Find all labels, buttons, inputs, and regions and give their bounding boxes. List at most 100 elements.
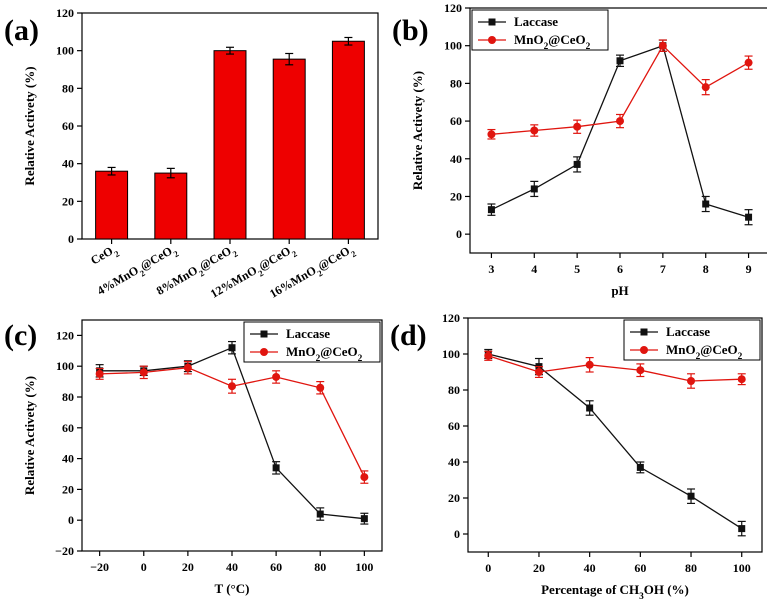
y-tick-label-d-3: 60 — [448, 419, 460, 433]
y-tick-label-a-5: 100 — [56, 44, 74, 58]
x-tick-label-d-5: 100 — [733, 561, 751, 575]
chart-panel-b: 0 20 40 60 80 100 120 Relative Activety (%) 3 4 5 6… — [392, 1, 767, 298]
y-tick-label-c-6: 100 — [56, 359, 74, 373]
x-tick-label-b-2: 5 — [574, 262, 580, 276]
x-axis-title-d: Percentage of CH3OH (%) — [541, 582, 689, 602]
x-tick-label-b-5: 8 — [703, 262, 709, 276]
y-tick-label-a-1: 20 — [62, 194, 74, 208]
data-point-c-1-2 — [183, 363, 192, 372]
chart-panel-d: 0 20 40 60 80 100 120 0 20 40 60 80 100 Percentage of… — [390, 311, 763, 602]
x-tick-label-c-2: 20 — [182, 560, 194, 574]
legend-label-c-0: Laccase — [286, 326, 330, 341]
legend-label-d-1: MnO2@CeO2 — [666, 342, 743, 362]
y-axis-title-b: Relative Activety (%) — [410, 71, 425, 190]
y-tick-label-b-5: 100 — [444, 39, 462, 53]
data-point-c-1-6 — [360, 473, 369, 482]
chart-panel-c: −20 0 20 40 60 80 100 120 Relative Activety (%) −… — [4, 319, 383, 596]
y-tick-label-d-2: 40 — [448, 455, 460, 469]
data-point-b-1-5 — [701, 83, 710, 92]
x-tick-label-d-3: 60 — [634, 561, 646, 575]
y-tick-label-a-0: 0 — [68, 232, 74, 246]
data-point-d-1-5 — [737, 375, 746, 384]
y-tick-label-a-2: 40 — [62, 157, 74, 171]
series-line-d-0 — [488, 353, 743, 530]
bar-3 — [272, 58, 306, 240]
legend-box-d — [623, 319, 761, 361]
series-line-c-0 — [99, 346, 365, 520]
data-point-c-0-6 — [360, 515, 368, 523]
x-tick-label-d-1: 20 — [533, 561, 545, 575]
data-point-b-1-1 — [530, 126, 539, 135]
legend-d: Laccase MnO2@CeO2 — [623, 319, 761, 362]
y-tick-label-a-4: 80 — [62, 81, 74, 95]
y-tick-label-c-5: 80 — [62, 390, 74, 404]
y-tick-label-d-4: 80 — [448, 383, 460, 397]
legend-marker-b-1 — [488, 36, 496, 44]
x-tick-label-d-0: 0 — [485, 561, 491, 575]
data-point-b-0-2 — [573, 160, 581, 168]
y-tick-label-b-0: 0 — [456, 227, 462, 241]
data-point-c-0-5 — [316, 510, 324, 518]
legend-marker-d-1 — [640, 346, 648, 354]
bar-1 — [154, 172, 188, 240]
legend-marker-c-1 — [260, 348, 268, 356]
data-point-c-1-1 — [139, 368, 148, 377]
plot-frame-d — [467, 317, 763, 553]
data-point-b-0-6 — [745, 213, 753, 221]
y-tick-label-b-4: 80 — [450, 76, 462, 90]
data-point-b-0-5 — [702, 200, 710, 208]
data-point-d-0-4 — [687, 492, 695, 500]
data-point-d-1-4 — [687, 377, 696, 385]
data-point-d-0-2 — [586, 404, 594, 412]
legend-b: Laccase MnO2@CeO2 — [471, 9, 609, 52]
series-line-d-1 — [488, 355, 742, 382]
data-point-b-0-1 — [530, 185, 538, 193]
x-tick-label-b-6: 9 — [746, 262, 752, 276]
data-point-c-1-5 — [316, 383, 325, 392]
y-axis-title-a: Relative Activety (%) — [22, 66, 37, 185]
legend-label-d-0: Laccase — [666, 324, 710, 339]
legend-c: Laccase MnO2@CeO2 — [243, 321, 381, 364]
x-tick-label-b-1: 4 — [531, 262, 537, 276]
data-point-b-1-6 — [744, 58, 753, 67]
y-tick-label-b-2: 40 — [450, 152, 462, 166]
data-point-c-1-4 — [272, 372, 281, 381]
x-tick-label-d-4: 80 — [685, 561, 697, 575]
data-point-b-1-3 — [616, 117, 624, 126]
y-tick-label-a-3: 60 — [62, 119, 74, 133]
y-tick-label-d-6: 120 — [442, 311, 460, 325]
x-tick-label-c-0: −20 — [90, 560, 109, 574]
panel-label-c: (c) — [4, 319, 37, 352]
y-tick-label-c-3: 40 — [62, 452, 74, 466]
data-point-c-1-3 — [228, 382, 236, 391]
legend-label-c-1: MnO2@CeO2 — [286, 344, 363, 364]
y-tick-label-d-5: 100 — [442, 347, 460, 361]
legend-label-b-0: Laccase — [514, 14, 558, 29]
data-point-b-1-4 — [658, 41, 667, 50]
x-tick-label-b-0: 3 — [488, 262, 494, 276]
panel-label-b: (b) — [392, 14, 429, 47]
category-label-0: CeO2 — [88, 241, 121, 270]
y-tick-label-a-6: 120 — [56, 6, 74, 20]
bar-4 — [331, 40, 365, 240]
bar-2 — [213, 50, 247, 240]
y-tick-label-c-2: 20 — [62, 482, 74, 496]
x-tick-label-d-2: 40 — [584, 561, 596, 575]
legend-box-b — [471, 9, 609, 51]
legend-label-b-1: MnO2@CeO2 — [514, 32, 591, 52]
chart-panel-a: 0 20 40 60 80 100 120 Relative Activety (%) CeO2… — [4, 6, 379, 301]
x-tick-label-b-4: 7 — [660, 262, 666, 276]
panel-label-d: (d) — [390, 319, 427, 352]
legend-marker-d-0 — [640, 328, 648, 336]
y-tick-label-c-0: −20 — [55, 544, 74, 558]
data-point-d-0-5 — [738, 525, 746, 533]
y-tick-label-b-3: 60 — [450, 114, 462, 128]
data-point-c-1-0 — [95, 369, 104, 378]
legend-marker-c-0 — [260, 330, 268, 338]
x-axis-title-c: T (°C) — [215, 581, 250, 596]
x-tick-label-b-3: 6 — [617, 262, 623, 276]
data-point-c-0-3 — [228, 344, 236, 352]
legend-marker-b-0 — [488, 18, 496, 26]
panel-label-a: (a) — [4, 14, 39, 47]
